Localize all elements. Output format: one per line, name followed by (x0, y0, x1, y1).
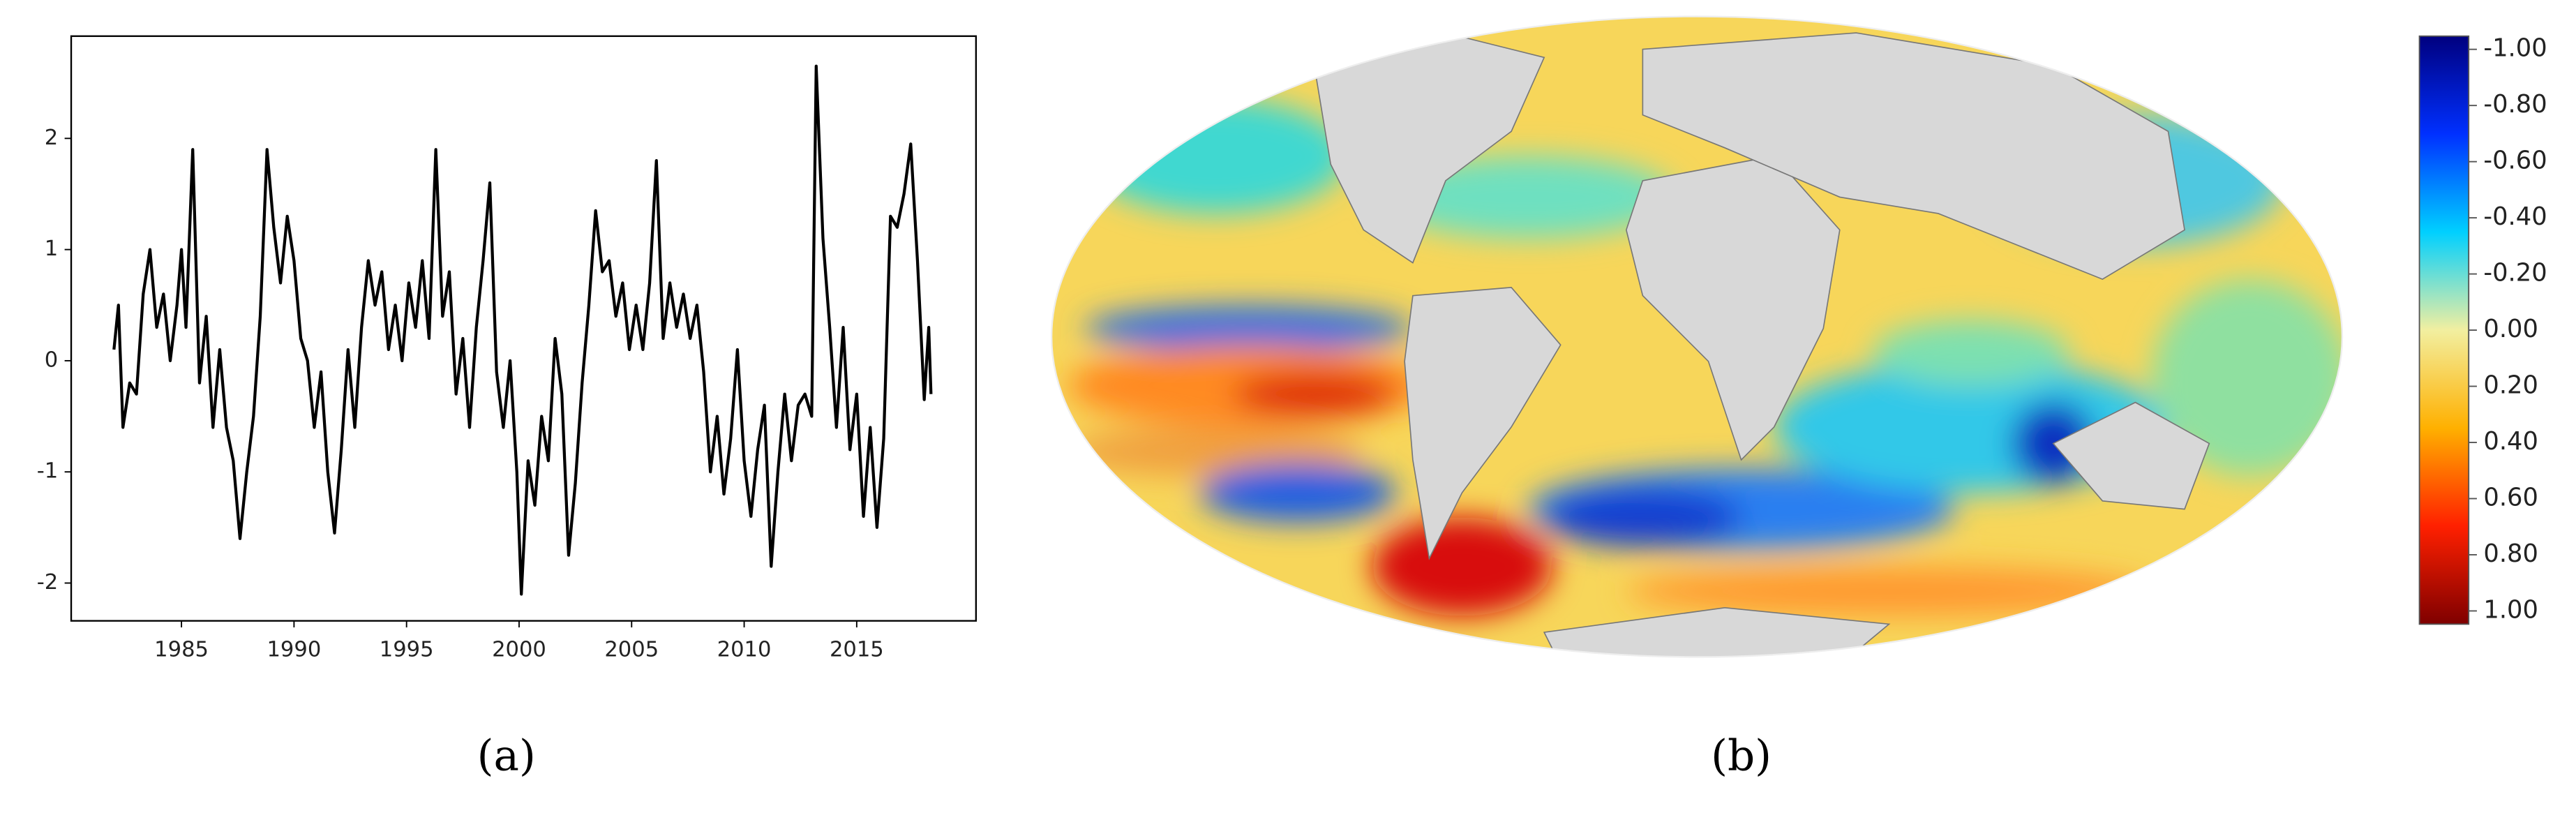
colorbar-tick-label: -1.00 (2483, 34, 2547, 63)
x-tick-label: 2010 (717, 637, 772, 662)
colorbar-tick-label: 0.60 (2483, 483, 2538, 512)
x-tick-label: 2005 (604, 637, 659, 662)
y-tick-label: 2 (45, 126, 58, 150)
map (1051, 16, 2342, 657)
colorbar-tick-label: -0.60 (2483, 147, 2547, 175)
colorbar (2418, 35, 2470, 625)
colorbar-tick-label: 0.40 (2483, 427, 2538, 456)
colorbar-tick-label: 0.20 (2483, 371, 2538, 400)
x-tick-label: 1995 (380, 637, 434, 662)
y-tick-label: 1 (45, 237, 58, 261)
plot-panel (70, 35, 978, 622)
colorbar-tick-label: 1.00 (2483, 595, 2538, 624)
caption: (b) (1711, 731, 1772, 780)
x-tick-label: 2000 (492, 637, 546, 662)
y-tick-label: -2 (37, 570, 58, 595)
data-line (112, 64, 933, 596)
colorbar-tick-label: -0.20 (2483, 259, 2547, 288)
x-tick-label: 1990 (267, 637, 321, 662)
caption: (a) (477, 731, 536, 780)
y-tick-label: 0 (45, 348, 58, 372)
x-tick-label: 1985 (154, 637, 209, 662)
colorbar-tick-label: -0.40 (2483, 202, 2547, 231)
colorbar-tick-label: 0.00 (2483, 315, 2538, 343)
y-tick-label: -1 (37, 459, 58, 484)
plot-frame (70, 35, 978, 622)
colorbar-tick-label: 0.80 (2483, 539, 2538, 568)
map-outline (1050, 15, 2344, 658)
x-tick-label: 2015 (830, 637, 884, 662)
map-panel (1050, 15, 2470, 658)
colorbar-tick-label: -0.80 (2483, 90, 2547, 119)
